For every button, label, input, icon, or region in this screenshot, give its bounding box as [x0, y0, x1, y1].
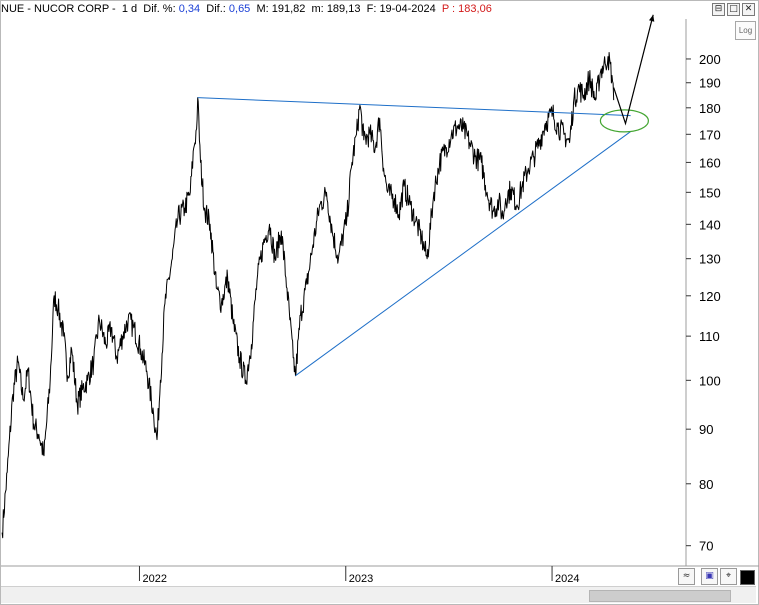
min-label: m: [311, 3, 324, 15]
y-tick-label: 70 [699, 539, 713, 554]
close-button[interactable]: ✕ [742, 3, 755, 16]
y-tick-label: 140 [699, 217, 721, 232]
y-tick-label: 160 [699, 155, 721, 170]
projection-arrowhead [649, 14, 655, 22]
breakout-ellipse [599, 109, 649, 133]
date-value: 19-04-2024 [379, 3, 436, 15]
interval-label: 1 d [121, 3, 138, 15]
dif-pct-value: 0,34 [178, 3, 201, 15]
projection-arrow [613, 14, 654, 126]
y-tick-label: 200 [699, 52, 721, 67]
support-trendline [295, 131, 631, 377]
resistance-trendline [197, 97, 631, 117]
max-value: 191,82 [271, 3, 306, 15]
y-tick-label: 170 [699, 127, 721, 142]
y-tick-label: 110 [699, 329, 720, 344]
color-swatch[interactable] [740, 570, 755, 585]
wave-icon[interactable]: ≈ [678, 568, 695, 585]
chart-header: NUE - NUCOR CORP - 1 d Dif. %: 0,34 Dif.… [1, 1, 691, 18]
dif-pct-label: Dif. %: [143, 3, 176, 15]
window-controls: ⊟ □ ✕ [712, 3, 755, 16]
dif-label: Dif.: [206, 3, 226, 15]
max-label: M: [256, 3, 269, 15]
y-tick-label: 150 [699, 185, 721, 200]
y-tick-label: 80 [699, 477, 713, 492]
crosshair-icon[interactable]: ⌖ [720, 568, 737, 585]
y-tick-label: 130 [699, 252, 721, 267]
symbol-label: NUE - NUCOR CORP - [1, 3, 116, 15]
price-series-line [1, 52, 615, 539]
price-label: P : [441, 3, 456, 15]
price-value: 183,06 [458, 3, 492, 15]
log-scale-button[interactable]: Log [735, 21, 756, 40]
y-tick-label: 190 [699, 76, 721, 91]
y-tick-label: 180 [699, 101, 721, 116]
y-tick-label: 100 [699, 373, 721, 388]
maximize-button[interactable]: □ [727, 3, 740, 16]
dif-value: 0,65 [228, 3, 251, 15]
y-tick-label: 90 [699, 422, 713, 437]
x-tick-label: 2024 [555, 573, 579, 585]
horizontal-scrollbar[interactable] [1, 586, 756, 603]
x-tick-label: 2022 [142, 573, 166, 585]
date-label: F: [366, 3, 377, 15]
x-tick-label: 2023 [349, 573, 373, 585]
save-icon[interactable]: ▣ [701, 568, 718, 585]
restore-button[interactable]: ⊟ [712, 3, 725, 16]
min-value: 189,13 [326, 3, 361, 15]
scrollbar-thumb[interactable] [589, 590, 731, 602]
y-tick-label: 120 [699, 289, 721, 304]
